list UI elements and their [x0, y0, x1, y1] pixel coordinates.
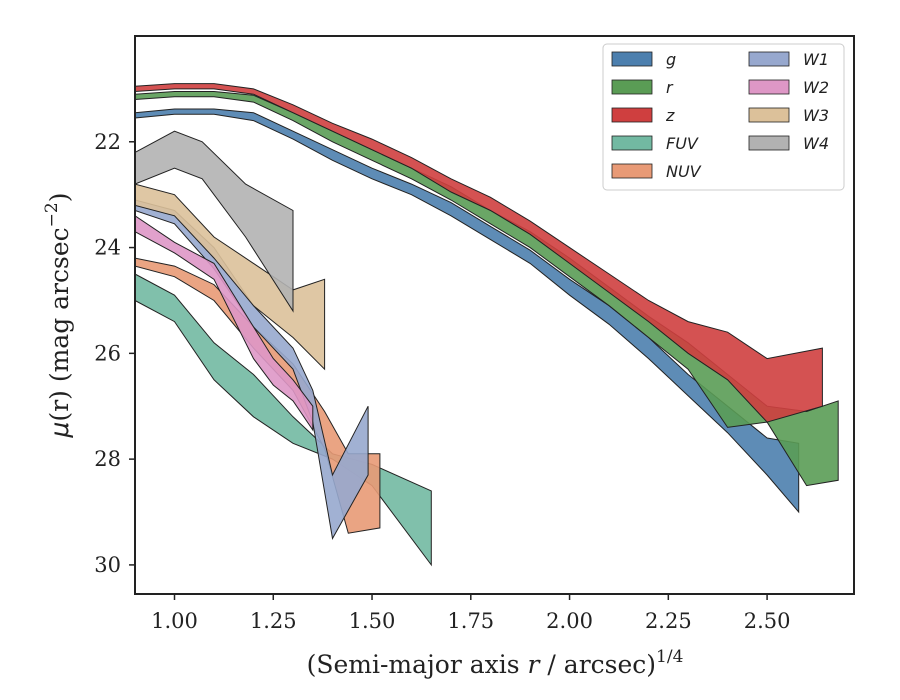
x-tick-label: 2.50 — [744, 609, 791, 633]
x-tick-label: 1.75 — [447, 609, 494, 633]
band-g — [135, 108, 800, 514]
legend: grz FUV NUV W1 W2 W3 W4 — [602, 43, 845, 191]
y-axis-label: μ(r) (mag arcsec−2) — [42, 193, 74, 439]
legend-swatch-nuv — [611, 163, 653, 179]
legend-swatch-w1 — [748, 51, 790, 67]
x-axis: 1.00 1.25 1.50 1.75 2.00 2.25 2.50 — [151, 594, 790, 633]
band-group — [135, 83, 839, 567]
x-tick-label: 1.25 — [250, 609, 297, 633]
legend-swatch-w3 — [748, 107, 790, 123]
plot-frame — [134, 35, 855, 595]
x-tick-label: 1.50 — [349, 609, 396, 633]
legend-label-g: g — [666, 50, 676, 69]
band-w3 — [135, 183, 326, 371]
legend-swatch-w2 — [748, 79, 790, 95]
legend-label-w3: W3 — [803, 106, 829, 125]
legend-label-w4: W4 — [803, 134, 829, 153]
legend-label-nuv: NUV — [666, 162, 702, 181]
y-tick-label: 30 — [94, 553, 121, 577]
legend-swatch-fuv — [611, 135, 653, 151]
x-tick-label: 2.25 — [645, 609, 692, 633]
x-tick-label: 2.00 — [546, 609, 593, 633]
x-axis-label: (Semi-major axis r / arcsec)1/4 — [307, 647, 684, 679]
legend-swatch-r — [611, 79, 653, 95]
legend-swatch-z — [611, 107, 653, 123]
y-tick-label: 24 — [94, 236, 121, 260]
legend-label-w1: W1 — [803, 50, 829, 69]
band-z — [135, 83, 823, 423]
y-tick-label: 26 — [94, 341, 121, 365]
band-fuv — [135, 273, 432, 567]
y-tick-label: 28 — [94, 447, 121, 471]
legend-label-z: z — [665, 106, 675, 125]
band-w2 — [135, 215, 314, 432]
legend-label-r: r — [666, 78, 674, 97]
x-tick-label: 1.00 — [151, 609, 198, 633]
legend-label-fuv: FUV — [666, 134, 699, 153]
legend-swatch-w4 — [748, 135, 790, 151]
legend-swatch-g — [611, 51, 653, 67]
band-w4 — [135, 130, 294, 313]
legend-label-w2: W2 — [803, 78, 829, 97]
y-tick-label: 22 — [94, 130, 121, 154]
y-axis: 22 24 26 28 30 — [94, 130, 135, 577]
